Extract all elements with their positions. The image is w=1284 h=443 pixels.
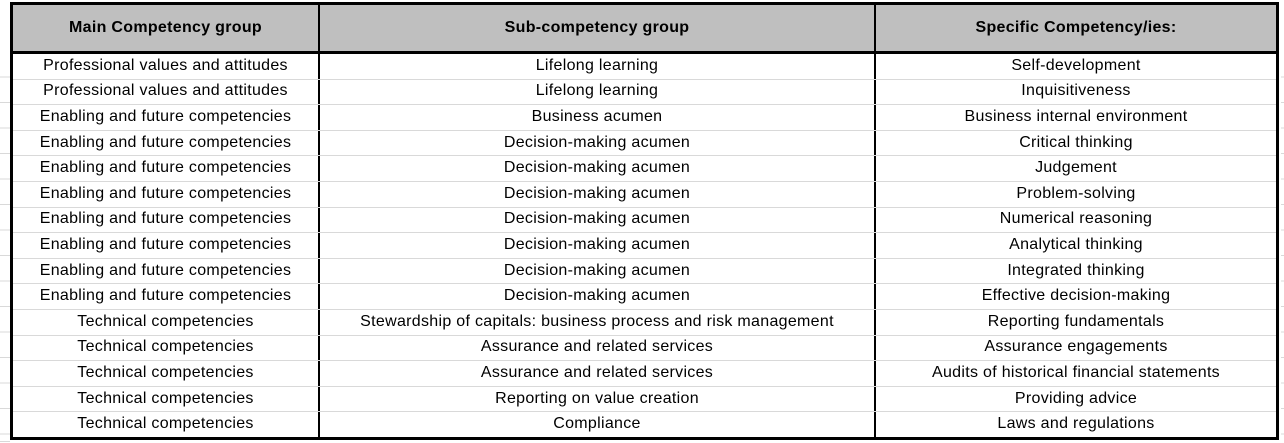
cell-sub-group: Assurance and related services [318, 361, 874, 386]
table-row: Technical competencies Assurance and rel… [13, 334, 1276, 361]
table-row: Enabling and future competencies Decisio… [13, 180, 1276, 207]
cell-main-group: Enabling and future competencies [39, 108, 292, 126]
cell-specific: Integrated thinking [874, 258, 1276, 284]
cell-sub-group: Compliance [318, 412, 874, 437]
cell-sub-group: Lifelong learning [318, 54, 874, 79]
cell-sub-group: Decision-making acumen [318, 233, 874, 258]
cell-specific: Judgement [874, 156, 1276, 181]
cell-specific: Effective decision-making [874, 284, 1276, 309]
cell-sub-group: Decision-making acumen [318, 130, 874, 156]
cell-main-group: Enabling and future competencies [39, 159, 292, 177]
margin-gridline-bottom [0, 441, 10, 442]
cell-main-group: Professional values and attitudes [43, 56, 288, 74]
cell-main-group: Enabling and future competencies [39, 133, 292, 151]
table-row: Technical competencies Stewardship of ca… [13, 308, 1276, 335]
cell-sub-group: Decision-making acumen [318, 258, 874, 284]
cell-specific: Audits of historical financial statement… [874, 361, 1276, 386]
cell-sub-group: Assurance and related services [318, 335, 874, 361]
cell-sub-group: Decision-making acumen [318, 284, 874, 309]
cell-specific: Laws and regulations [874, 412, 1276, 437]
cell-sub-group: Decision-making acumen [318, 181, 874, 207]
cell-main-group: Enabling and future competencies [39, 236, 292, 254]
table-row: Technical competencies Assurance and rel… [13, 360, 1276, 386]
cell-main-group: Enabling and future competencies [39, 287, 292, 305]
table-row: Enabling and future competencies Decisio… [13, 155, 1276, 181]
table-row: Enabling and future competencies Decisio… [13, 283, 1276, 309]
cell-main-group: Enabling and future competencies [39, 210, 292, 228]
table-row: Technical competencies Compliance Laws a… [13, 411, 1276, 437]
column-header-sub-group: Sub-competency group [318, 5, 874, 51]
cell-specific: Numerical reasoning [874, 207, 1276, 233]
cell-specific: Critical thinking [874, 130, 1276, 156]
column-header-specific: Specific Competency/ies: [874, 5, 1276, 51]
table-row: Enabling and future competencies Decisio… [13, 232, 1276, 258]
cell-main-group: Technical competencies [77, 338, 254, 356]
cell-specific: Problem-solving [874, 181, 1276, 207]
cell-main-group: Professional values and attitudes [43, 82, 288, 100]
column-header-main-group: Main Competency group [13, 5, 318, 51]
table-row: Enabling and future competencies Busines… [13, 104, 1276, 130]
cell-sub-group: Decision-making acumen [318, 156, 874, 181]
cell-specific: Providing advice [874, 386, 1276, 412]
table-header-row: Main Competency group Sub-competency gro… [13, 5, 1276, 54]
table-body: Professional values and attitudes Lifelo… [13, 54, 1276, 437]
cell-specific: Inquisitiveness [874, 79, 1276, 105]
table-row: Enabling and future competencies Decisio… [13, 206, 1276, 233]
cell-specific: Self-development [874, 54, 1276, 79]
cell-main-group: Technical competencies [77, 312, 254, 330]
cell-main-group: Technical competencies [77, 415, 254, 433]
competency-table: Main Competency group Sub-competency gro… [10, 2, 1279, 440]
cell-main-group: Technical competencies [77, 364, 254, 382]
cell-specific: Reporting fundamentals [874, 309, 1276, 335]
margin-gridlines-left [0, 52, 10, 440]
table-row: Technical competencies Reporting on valu… [13, 385, 1276, 412]
cell-specific: Analytical thinking [874, 233, 1276, 258]
cell-sub-group: Reporting on value creation [318, 386, 874, 412]
cell-sub-group: Stewardship of capitals: business proces… [318, 309, 874, 335]
cell-specific: Business internal environment [874, 105, 1276, 130]
table-row: Professional values and attitudes Lifelo… [13, 54, 1276, 79]
cell-specific: Assurance engagements [874, 335, 1276, 361]
table-row: Professional values and attitudes Lifelo… [13, 78, 1276, 105]
cell-sub-group: Lifelong learning [318, 79, 874, 105]
cell-main-group: Enabling and future competencies [39, 184, 292, 202]
cell-sub-group: Business acumen [318, 105, 874, 130]
cell-main-group: Technical competencies [77, 389, 254, 407]
cell-sub-group: Decision-making acumen [318, 207, 874, 233]
table-row: Enabling and future competencies Decisio… [13, 129, 1276, 156]
table-row: Enabling and future competencies Decisio… [13, 257, 1276, 284]
cell-main-group: Enabling and future competencies [39, 261, 292, 279]
